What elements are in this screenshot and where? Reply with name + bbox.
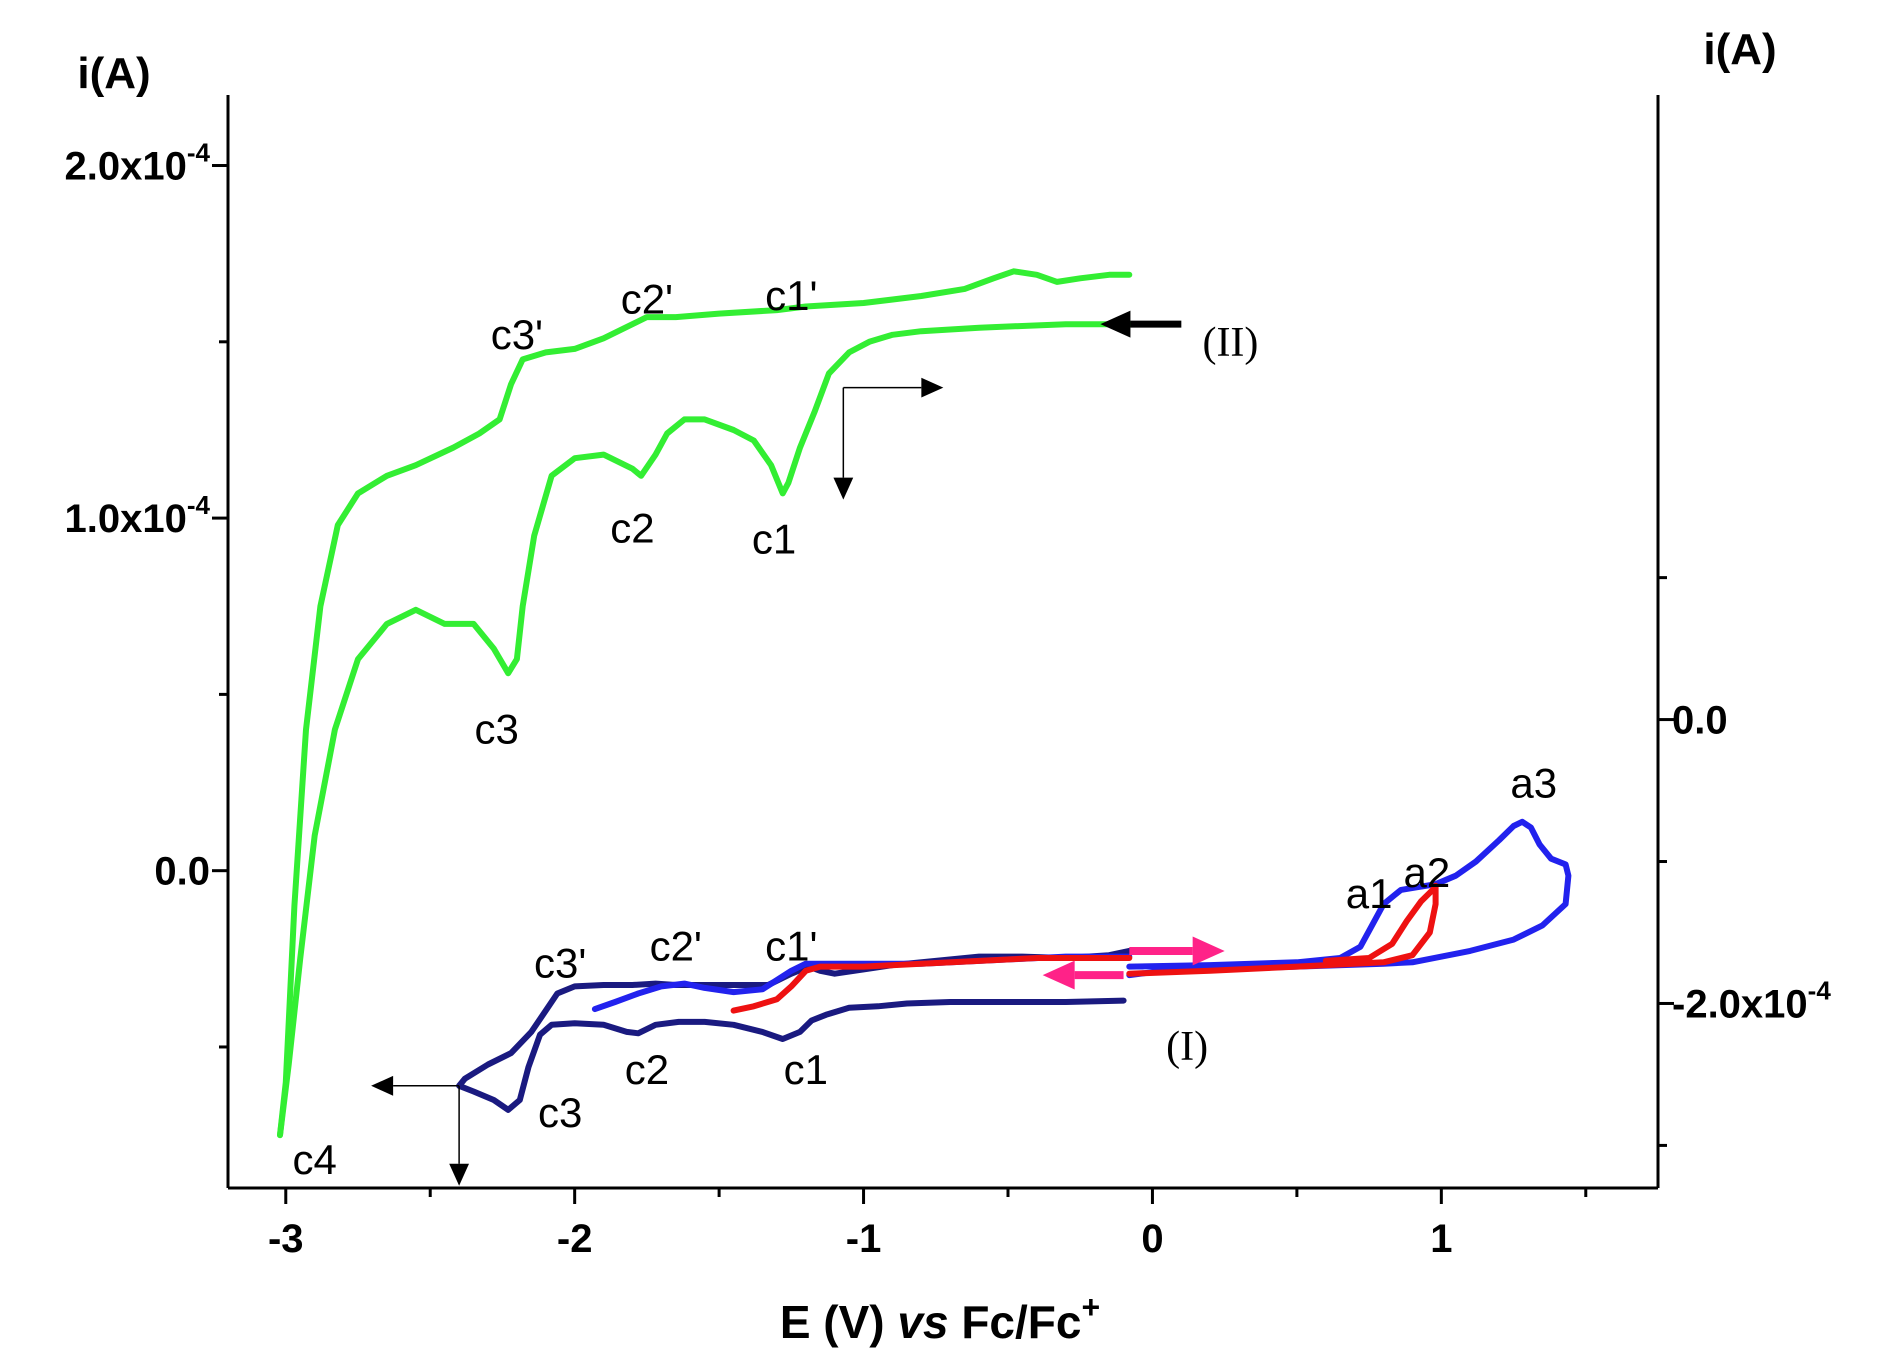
curve-label: (II) <box>1202 320 1258 366</box>
cathodic-direction-arrow-head <box>1042 960 1075 990</box>
peak-label: c2 <box>610 505 654 552</box>
peak-label: c3' <box>534 940 586 987</box>
peak-label: c2' <box>650 923 702 970</box>
peak-label: c3 <box>474 706 518 753</box>
x-tick-label: 1 <box>1430 1217 1452 1261</box>
peak-label: c2' <box>621 275 673 322</box>
series <box>277 268 1572 1139</box>
peak-label: a2 <box>1404 849 1451 896</box>
cathodic-direction-arrow <box>1042 960 1124 990</box>
x-axis-title-vs: vs <box>897 1296 948 1348</box>
x-tick-label: 0 <box>1141 1217 1163 1261</box>
peak-label: c1' <box>765 923 817 970</box>
x-tick-label: -1 <box>846 1217 882 1261</box>
x-axis-title: E (V) vs Fc/Fc+ <box>780 1289 1100 1348</box>
scan-direction-arrow-down-head <box>833 477 854 500</box>
scan-direction-arrow-left-head <box>371 1075 394 1096</box>
series-line-4 <box>730 955 1133 1014</box>
peak-label: c1' <box>765 272 817 319</box>
right-axis-title: i(A) <box>1703 25 1776 74</box>
scan-direction-arrow-left <box>371 1075 460 1096</box>
ticks: -3 -2 -1 0 1 0.0 1.0x10-4 2.0x10-4 0.0 -2.0x10-4 <box>65 138 1832 1261</box>
peak-label: c1 <box>752 515 796 562</box>
curve-label: (I) <box>1166 1024 1208 1070</box>
scan-direction-arrow-down-2 <box>449 1085 470 1186</box>
left-axis-title: i(A) <box>77 49 150 98</box>
series-line-1 <box>277 321 1133 1139</box>
left-tick-label: 2.0x10-4 <box>65 138 211 189</box>
peak-label: c1 <box>784 1046 828 1093</box>
x-tick-label: -2 <box>557 1217 593 1261</box>
peak-label: a3 <box>1510 759 1557 806</box>
series-line-6 <box>1126 882 1439 977</box>
x-axis-title-post: Fc/Fc <box>949 1296 1082 1348</box>
peak-label: c2 <box>625 1046 669 1093</box>
scan-direction-arrow-down <box>833 387 854 500</box>
right-tick-label: 0.0 <box>1672 699 1728 743</box>
x-axis-title-pre: E (V) <box>780 1296 898 1348</box>
labels: c3' c2' c1' c2 c1 c3 c4 c3' c2' c1' c2 c1 c3 a1 a2 a3 (I… <box>292 272 1557 1183</box>
scan-direction-arrow-right <box>843 377 944 398</box>
right-tick-label: -2.0x10-4 <box>1672 975 1831 1026</box>
scan-markers <box>371 310 1225 1186</box>
peak-label: c4 <box>292 1136 336 1183</box>
axes <box>226 95 1660 1190</box>
peak-label: c3 <box>538 1089 582 1136</box>
series-line-0 <box>277 268 1133 1139</box>
curve-ii-start-arrow-head <box>1100 310 1131 338</box>
scan-direction-arrow-down-2-head <box>449 1163 470 1186</box>
series-line-5 <box>1126 818 1572 979</box>
anodic-direction-arrow-head <box>1192 936 1225 966</box>
x-axis-title-sup: + <box>1081 1289 1100 1325</box>
left-tick-label: 0.0 <box>154 850 210 894</box>
left-tick-label: 1.0x10-4 <box>65 490 211 541</box>
peak-label: c3' <box>491 311 543 358</box>
series-line-2 <box>456 947 1133 1113</box>
scan-direction-arrow-right-head <box>921 377 944 398</box>
peak-label: a1 <box>1346 870 1393 917</box>
x-tick-label: -3 <box>268 1217 304 1261</box>
curve-ii-start-arrow <box>1100 310 1182 338</box>
anodic-direction-arrow <box>1129 936 1225 966</box>
